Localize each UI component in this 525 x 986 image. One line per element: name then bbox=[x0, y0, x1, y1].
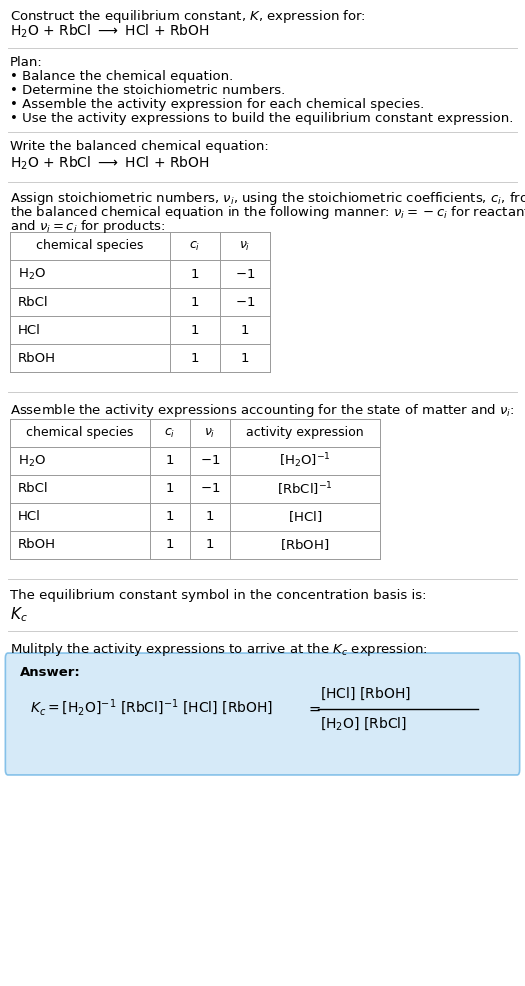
Text: 1: 1 bbox=[166, 538, 174, 551]
Text: 1: 1 bbox=[206, 511, 214, 524]
Text: The equilibrium constant symbol in the concentration basis is:: The equilibrium constant symbol in the c… bbox=[10, 589, 426, 602]
Text: Mulitply the activity expressions to arrive at the $K_c$ expression:: Mulitply the activity expressions to arr… bbox=[10, 641, 428, 658]
Text: Assemble the activity expressions accounting for the state of matter and $\nu_i$: Assemble the activity expressions accoun… bbox=[10, 402, 514, 419]
Text: $K_c = [\mathrm{H_2O}]^{-1}\ [\mathrm{RbCl}]^{-1}\ [\mathrm{HCl}]\ [\mathrm{RbOH: $K_c = [\mathrm{H_2O}]^{-1}\ [\mathrm{Rb… bbox=[30, 698, 273, 718]
Text: HCl: HCl bbox=[18, 511, 41, 524]
Text: chemical species: chemical species bbox=[36, 240, 144, 252]
Text: Answer:: Answer: bbox=[20, 666, 81, 679]
Text: RbCl: RbCl bbox=[18, 296, 49, 309]
Text: $c_i$: $c_i$ bbox=[190, 240, 201, 252]
Text: $[\mathrm{HCl}]$: $[\mathrm{HCl}]$ bbox=[288, 510, 322, 525]
Text: 1: 1 bbox=[166, 511, 174, 524]
Text: H$_2$O: H$_2$O bbox=[18, 266, 46, 282]
Text: $\nu_i$: $\nu_i$ bbox=[204, 427, 216, 440]
Text: $[\mathrm{H_2O}]\ [\mathrm{RbCl}]$: $[\mathrm{H_2O}]\ [\mathrm{RbCl}]$ bbox=[320, 716, 407, 733]
Text: 1: 1 bbox=[191, 351, 200, 365]
Text: H$_2$O + RbCl $\longrightarrow$ HCl + RbOH: H$_2$O + RbCl $\longrightarrow$ HCl + Rb… bbox=[10, 155, 209, 173]
Text: 1: 1 bbox=[191, 267, 200, 280]
Text: Assign stoichiometric numbers, $\nu_i$, using the stoichiometric coefficients, $: Assign stoichiometric numbers, $\nu_i$, … bbox=[10, 190, 525, 207]
Text: $=$: $=$ bbox=[306, 700, 321, 716]
Text: $-1$: $-1$ bbox=[200, 455, 220, 467]
Text: 1: 1 bbox=[241, 323, 249, 336]
Text: RbOH: RbOH bbox=[18, 351, 56, 365]
Text: • Determine the stoichiometric numbers.: • Determine the stoichiometric numbers. bbox=[10, 84, 285, 97]
Text: $[\mathrm{RbCl}]^{-1}$: $[\mathrm{RbCl}]^{-1}$ bbox=[277, 480, 333, 498]
FancyBboxPatch shape bbox=[5, 653, 520, 775]
Text: 1: 1 bbox=[191, 296, 200, 309]
Text: $\nu_i$: $\nu_i$ bbox=[239, 240, 250, 252]
Text: 1: 1 bbox=[241, 351, 249, 365]
Text: $[\mathrm{H_2O}]^{-1}$: $[\mathrm{H_2O}]^{-1}$ bbox=[279, 452, 331, 470]
Text: 1: 1 bbox=[166, 482, 174, 496]
Text: $[\mathrm{HCl}]\ [\mathrm{RbOH}]$: $[\mathrm{HCl}]\ [\mathrm{RbOH}]$ bbox=[320, 686, 411, 702]
Text: activity expression: activity expression bbox=[246, 427, 364, 440]
Text: H$_2$O + RbCl $\longrightarrow$ HCl + RbOH: H$_2$O + RbCl $\longrightarrow$ HCl + Rb… bbox=[10, 23, 209, 40]
Text: $-1$: $-1$ bbox=[235, 296, 255, 309]
Text: • Balance the chemical equation.: • Balance the chemical equation. bbox=[10, 70, 233, 83]
Text: Construct the equilibrium constant, $K$, expression for:: Construct the equilibrium constant, $K$,… bbox=[10, 8, 366, 25]
Text: • Assemble the activity expression for each chemical species.: • Assemble the activity expression for e… bbox=[10, 98, 424, 111]
Text: HCl: HCl bbox=[18, 323, 41, 336]
Text: 1: 1 bbox=[191, 323, 200, 336]
Text: 1: 1 bbox=[206, 538, 214, 551]
Text: $-1$: $-1$ bbox=[200, 482, 220, 496]
Text: H$_2$O: H$_2$O bbox=[18, 454, 46, 468]
Text: $c_i$: $c_i$ bbox=[164, 427, 176, 440]
Text: chemical species: chemical species bbox=[26, 427, 134, 440]
Text: RbCl: RbCl bbox=[18, 482, 49, 496]
Text: RbOH: RbOH bbox=[18, 538, 56, 551]
Text: $K_c$: $K_c$ bbox=[10, 605, 28, 624]
Text: and $\nu_i = c_i$ for products:: and $\nu_i = c_i$ for products: bbox=[10, 218, 165, 235]
Text: • Use the activity expressions to build the equilibrium constant expression.: • Use the activity expressions to build … bbox=[10, 112, 513, 125]
Text: 1: 1 bbox=[166, 455, 174, 467]
Text: the balanced chemical equation in the following manner: $\nu_i = -c_i$ for react: the balanced chemical equation in the fo… bbox=[10, 204, 525, 221]
Text: $[\mathrm{RbOH}]$: $[\mathrm{RbOH}]$ bbox=[280, 537, 330, 552]
Text: Plan:: Plan: bbox=[10, 56, 43, 69]
Text: Write the balanced chemical equation:: Write the balanced chemical equation: bbox=[10, 140, 269, 153]
Text: $-1$: $-1$ bbox=[235, 267, 255, 280]
